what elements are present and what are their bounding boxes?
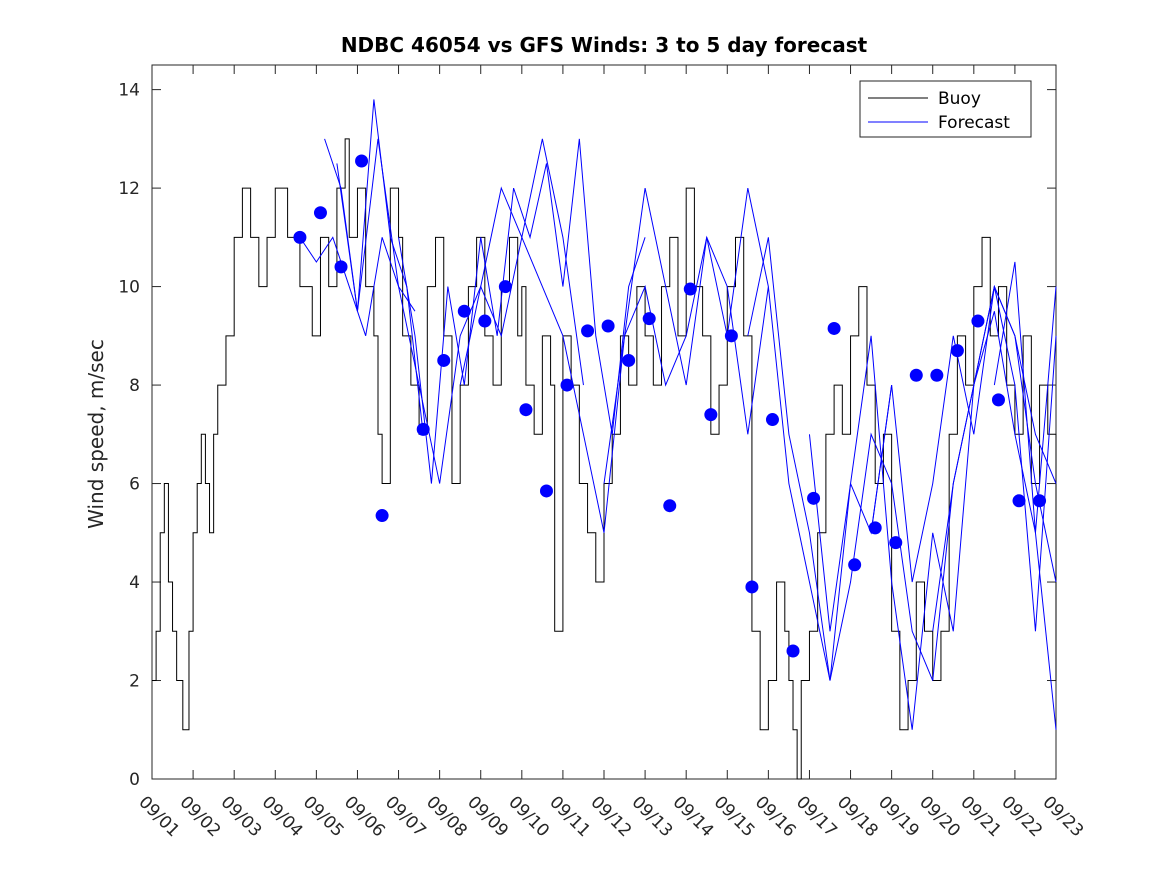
forecast-marker: [704, 408, 718, 422]
forecast-marker: [745, 580, 759, 594]
forecast-marker: [457, 304, 471, 318]
forecast-marker: [293, 230, 307, 244]
forecast-marker: [1033, 494, 1047, 508]
forecast-marker: [313, 206, 327, 220]
plot-area: [151, 64, 1057, 780]
forecast-marker: [991, 393, 1005, 407]
forecast-marker: [560, 378, 574, 392]
forecast-marker: [334, 260, 348, 274]
forecast-marker: [724, 329, 738, 343]
y-tick-label: 2: [129, 672, 140, 692]
forecast-marker: [355, 154, 369, 168]
forecast-marker: [765, 413, 779, 427]
forecast-marker: [683, 282, 697, 296]
y-tick-labels: 0 2 4 6 8 10 12 14: [118, 81, 140, 790]
y-axis-label: Wind speed, m/sec: [84, 339, 108, 529]
forecast-marker: [930, 368, 944, 382]
y-tick-label: 0: [129, 770, 140, 790]
forecast-series-line: [398, 138, 646, 484]
forecast-marker: [786, 644, 800, 658]
forecast-marker: [622, 353, 636, 367]
y-tick-label: 12: [118, 179, 140, 199]
forecast-marker: [581, 324, 595, 338]
y-tick-label: 8: [129, 376, 140, 396]
y-tick-label: 14: [118, 81, 140, 101]
forecast-marker: [868, 521, 882, 535]
chart-title: NDBC 46054 vs GFS Winds: 3 to 5 day fore…: [341, 33, 868, 57]
forecast-marker: [539, 484, 553, 498]
forecast-marker: [848, 558, 862, 572]
y-tick-label: 10: [118, 278, 140, 298]
buoy-series-line: [152, 138, 1057, 780]
forecast-series-line: [336, 138, 584, 484]
forecast-marker: [889, 536, 903, 550]
forecast-series-line: [993, 261, 1057, 533]
forecast-marker: [416, 422, 430, 436]
forecast-marker: [909, 368, 923, 382]
legend-buoy-label: Buoy: [938, 89, 981, 109]
forecast-marker: [519, 403, 533, 417]
forecast-marker: [663, 499, 677, 513]
forecast-marker: [375, 509, 389, 523]
forecast-marker: [827, 321, 841, 335]
forecast-marker: [642, 312, 656, 326]
forecast-marker: [437, 353, 451, 367]
legend-box: [859, 80, 1032, 138]
marker-layer: [293, 154, 1047, 658]
y-tick-label: 6: [129, 475, 140, 495]
forecast-marker: [478, 314, 492, 328]
forecast-marker: [1012, 494, 1026, 508]
legend-forecast-label: Forecast: [938, 113, 1010, 133]
forecast-marker: [950, 344, 964, 358]
forecast-series-line: [808, 284, 1057, 730]
forecast-marker: [807, 491, 821, 505]
forecast-marker: [498, 280, 512, 294]
forecast-marker: [971, 314, 985, 328]
legend: Buoy Forecast: [859, 80, 1032, 138]
y-tick-label: 4: [129, 573, 140, 593]
forecast-marker: [601, 319, 615, 333]
plot-frame: [151, 64, 1057, 780]
forecast-series-line: [870, 286, 1057, 632]
